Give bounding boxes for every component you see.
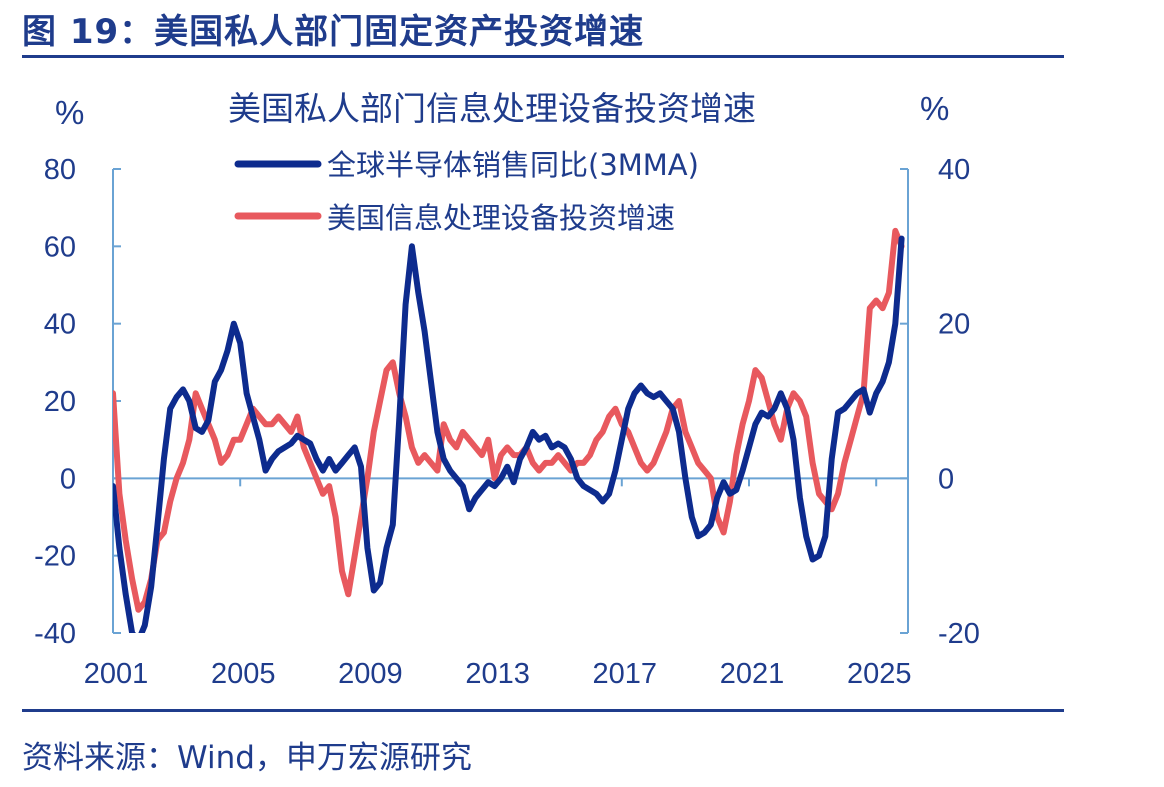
series-lines [113,227,905,633]
x-tick-label: 2013 [465,658,530,690]
left-tick-label: -20 [34,541,76,573]
left-tick-label: -40 [34,618,76,650]
chart: 美国私人部门信息处理设备投资增速 % % -40 -20 0 20 40 60 80 -20 0… [34,89,980,690]
x-tick-label: 2001 [84,658,149,690]
legend-label-semis: 全球半导体销售同比(3MMA) [327,148,699,182]
right-tick-label: 20 [938,309,970,341]
left-tick-label: 40 [44,309,76,341]
x-tick-label: 2009 [338,658,403,690]
source-rule [22,709,1064,712]
axes: -40 -20 0 20 40 60 80 -20 0 20 40 2001 2005 2009 2013 2… [34,154,980,690]
left-axis-unit: % [55,94,84,131]
source-note: 资料来源：Wind，申万宏源研究 [22,740,472,776]
x-tick-label: 2021 [720,658,785,690]
left-tick-label: 60 [44,231,76,263]
legend-label-invest: 美国信息处理设备投资增速 [327,201,675,235]
series-line-invest [113,227,905,613]
x-tick-label: 2025 [847,658,912,690]
legend: 全球半导体销售同比(3MMA) 美国信息处理设备投资增速 [234,148,699,235]
right-axis-unit: % [920,90,949,127]
series-line-semis [113,235,905,633]
x-tick-label: 2005 [211,658,276,690]
right-tick-label: -20 [938,618,980,650]
right-tick-label: 0 [938,463,954,495]
right-tick-label: 40 [938,154,970,186]
x-tick-label: 2017 [593,658,658,690]
figure-title: 图 19：美国私人部门固定资产投资增速 [22,12,645,52]
left-tick-label: 80 [44,154,76,186]
title-rule [22,55,1064,58]
left-tick-label: 0 [60,463,76,495]
chart-title: 美国私人部门信息处理设备投资增速 [228,89,756,128]
left-tick-label: 20 [44,386,76,418]
